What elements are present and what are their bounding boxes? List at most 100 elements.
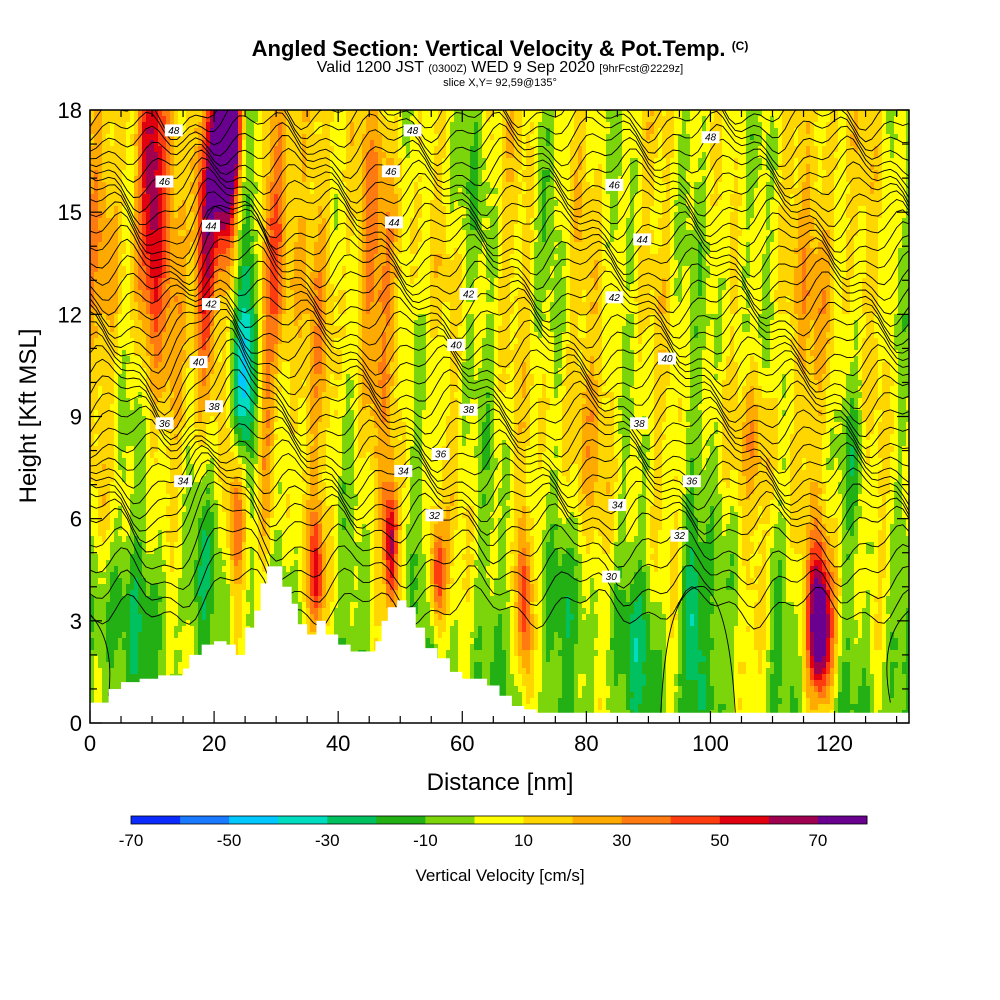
velocity-cell [166, 602, 171, 609]
velocity-cell [150, 332, 155, 339]
velocity-cell [98, 344, 103, 351]
velocity-cell [266, 500, 271, 507]
velocity-cell [202, 578, 207, 585]
velocity-cell [222, 338, 227, 345]
velocity-cell [138, 212, 143, 219]
velocity-cell [98, 278, 103, 285]
velocity-cell [182, 116, 187, 123]
velocity-cell [230, 554, 235, 561]
velocity-cell [162, 170, 167, 177]
velocity-cell [190, 524, 195, 531]
velocity-cell [270, 140, 275, 147]
velocity-cell [150, 632, 155, 639]
velocity-cell [98, 134, 103, 141]
velocity-cell [90, 284, 95, 291]
velocity-cell [118, 278, 123, 285]
velocity-cell [230, 404, 235, 411]
velocity-cell [182, 134, 187, 141]
velocity-cell [134, 140, 139, 147]
velocity-cell [242, 494, 247, 501]
velocity-cell [262, 536, 267, 543]
title-unit: (C) [732, 39, 749, 53]
velocity-cell [134, 302, 139, 309]
velocity-cell [130, 398, 135, 405]
velocity-cell [226, 368, 231, 375]
velocity-cell [114, 530, 119, 537]
velocity-cell [194, 278, 199, 285]
velocity-cell [122, 296, 127, 303]
velocity-cell [230, 320, 235, 327]
velocity-cell [226, 524, 231, 531]
velocity-cell [154, 344, 159, 351]
velocity-cell [190, 128, 195, 135]
velocity-cell [178, 278, 183, 285]
velocity-cell [270, 494, 275, 501]
velocity-cell [138, 452, 143, 459]
velocity-cell [158, 476, 163, 483]
velocity-cell [178, 470, 183, 477]
velocity-cell [258, 428, 263, 435]
velocity-cell [210, 254, 215, 261]
velocity-cell [142, 284, 147, 291]
velocity-cell [90, 536, 95, 543]
velocity-cell [178, 110, 183, 117]
velocity-cell [154, 380, 159, 387]
velocity-cell [206, 350, 211, 357]
velocity-cell [186, 254, 191, 261]
velocity-cell [210, 410, 215, 417]
velocity-cell [90, 248, 95, 255]
velocity-cell [190, 512, 195, 519]
velocity-cell [162, 536, 167, 543]
velocity-cell [218, 392, 223, 399]
velocity-cell [254, 500, 259, 507]
velocity-cell [266, 560, 271, 567]
velocity-cell [106, 554, 111, 561]
velocity-cell [174, 284, 179, 291]
velocity-cell [130, 608, 135, 615]
velocity-cell [146, 506, 151, 513]
velocity-cell [146, 344, 151, 351]
velocity-cell [134, 596, 139, 603]
velocity-cell [122, 188, 127, 195]
velocity-cell [114, 158, 119, 165]
velocity-cell [114, 200, 119, 207]
velocity-cell [206, 602, 211, 609]
velocity-cell [170, 626, 175, 633]
velocity-cell [202, 584, 207, 591]
velocity-cell [142, 530, 147, 537]
velocity-cell [110, 656, 115, 663]
velocity-cell [218, 416, 223, 423]
velocity-cell [98, 584, 103, 591]
velocity-cell [182, 470, 187, 477]
velocity-cell [274, 464, 279, 471]
velocity-cell [98, 698, 103, 705]
velocity-cell [130, 152, 135, 159]
velocity-cell [98, 302, 103, 309]
velocity-cell [174, 608, 179, 615]
velocity-cell [106, 164, 111, 171]
velocity-cell [218, 254, 223, 261]
velocity-cell [230, 536, 235, 543]
velocity-cell [98, 422, 103, 429]
velocity-cell [94, 698, 99, 705]
velocity-cell [98, 470, 103, 477]
velocity-cell [110, 620, 115, 627]
velocity-cell [242, 644, 247, 651]
velocity-cell [218, 110, 223, 117]
velocity-cell [118, 122, 123, 129]
velocity-cell [94, 224, 99, 231]
velocity-cell [162, 446, 167, 453]
velocity-cell [226, 128, 231, 135]
velocity-cell [162, 110, 167, 117]
velocity-cell [182, 572, 187, 579]
velocity-cell [190, 380, 195, 387]
velocity-cell [126, 158, 131, 165]
velocity-cell [166, 236, 171, 243]
velocity-cell [218, 446, 223, 453]
velocity-cell [162, 296, 167, 303]
velocity-cell [146, 578, 151, 585]
velocity-cell [102, 242, 107, 249]
velocity-cell [246, 452, 251, 459]
velocity-cell [226, 614, 231, 621]
velocity-cell [94, 134, 99, 141]
